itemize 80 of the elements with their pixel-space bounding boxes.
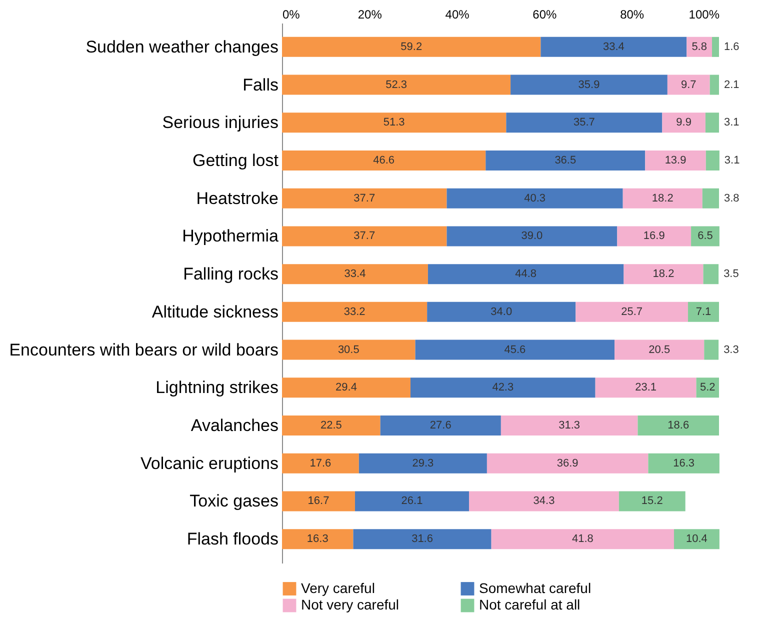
data-label: 29.3	[412, 457, 434, 470]
data-label: 30.5	[338, 344, 360, 356]
data-label: 37.7	[354, 192, 376, 204]
data-label: 6.5	[698, 230, 713, 242]
data-label: 23.1	[635, 382, 657, 394]
y-tick-label: Sudden weather changes	[86, 37, 278, 56]
data-label: 36.9	[556, 457, 578, 470]
data-label: 33.2	[344, 306, 366, 318]
data-label: 3.1	[724, 154, 740, 166]
data-label: 15.2	[641, 495, 663, 508]
y-tick-label: Heatstroke	[196, 188, 278, 208]
data-label: 16.7	[308, 495, 330, 508]
legend-label: Not careful at all	[479, 596, 580, 612]
y-tick-label: Getting lost	[192, 151, 279, 170]
data-label: 33.4	[344, 268, 366, 280]
data-label: 39.0	[521, 230, 543, 242]
data-label: 7.1	[696, 306, 712, 318]
data-label: 36.5	[554, 154, 576, 166]
x-tick-label: 40%	[445, 8, 470, 22]
data-label: 3.8	[724, 192, 740, 204]
data-label: 35.9	[578, 78, 600, 91]
data-label: 42.3	[492, 382, 514, 394]
data-label: 18.6	[668, 420, 690, 432]
y-tick-label: Toxic gases	[190, 492, 278, 511]
data-label: 3.5	[724, 268, 739, 280]
data-label: 31.3	[558, 420, 580, 432]
data-label: 31.6	[412, 533, 433, 546]
y-tick-label: Hypothermia	[182, 226, 280, 246]
data-label: 41.8	[572, 533, 594, 546]
data-label: 52.3	[386, 78, 407, 91]
data-label: 34.3	[533, 495, 555, 508]
data-label: 9.7	[680, 78, 696, 91]
data-label: 34.0	[490, 306, 512, 318]
data-label: 27.6	[430, 420, 452, 432]
legend-label: Somewhat careful	[479, 580, 592, 596]
x-tick-label: 80%	[620, 8, 644, 22]
x-tick-label: 100%	[688, 8, 720, 22]
data-label: 10.4	[686, 533, 708, 546]
data-label: 22.5	[320, 420, 342, 432]
legend-label: Not very careful	[301, 596, 400, 612]
y-tick-label: Falling rocks	[183, 264, 278, 284]
data-label: 33.4	[602, 40, 624, 53]
data-label: 3.3	[724, 344, 739, 356]
data-label: 9.9	[676, 116, 692, 129]
y-tick-label: Lightning strikes	[156, 378, 278, 398]
data-label: 20.5	[648, 344, 670, 356]
data-label: 51.3	[383, 116, 405, 129]
data-label: 17.6	[310, 457, 332, 470]
y-tick-label: Altitude sickness	[152, 302, 278, 322]
data-label: 25.7	[621, 306, 643, 318]
x-tick-label: 20%	[358, 8, 382, 22]
data-label: 2.1	[724, 78, 740, 91]
data-label: 16.3	[306, 533, 328, 546]
data-label: 18.2	[652, 192, 674, 204]
data-label: 29.4	[336, 382, 357, 394]
data-label: 16.9	[643, 230, 665, 242]
x-tick-label: 60%	[532, 8, 558, 22]
data-label: 37.7	[354, 230, 376, 242]
y-tick-label: Encounters with bears or wild boars	[9, 340, 278, 360]
y-tick-label: Flash floods	[186, 530, 278, 549]
data-label: 46.6	[373, 154, 395, 166]
data-label: 3.1	[724, 116, 740, 129]
data-label: 26.1	[401, 495, 423, 508]
data-label: 40.3	[524, 192, 546, 204]
data-label: 5.8	[692, 40, 707, 53]
data-label: 59.2	[400, 40, 422, 53]
y-tick-label: Falls	[242, 75, 278, 94]
data-label: 35.7	[573, 116, 595, 129]
legend-label: Very careful	[301, 580, 375, 596]
y-tick-label: Serious injuries	[162, 113, 278, 132]
data-label: 1.6	[724, 40, 740, 53]
data-label: 45.6	[504, 344, 526, 356]
data-label: 16.3	[673, 457, 695, 470]
x-tick-label: 0%	[282, 8, 300, 22]
data-label: 13.9	[664, 154, 686, 166]
y-tick-label: Volcanic eruptions	[140, 454, 278, 473]
y-tick-label: Avalanches	[190, 416, 278, 435]
data-label: 44.8	[515, 268, 537, 280]
data-label: 18.2	[652, 268, 674, 280]
data-label: 5.2	[700, 382, 716, 394]
